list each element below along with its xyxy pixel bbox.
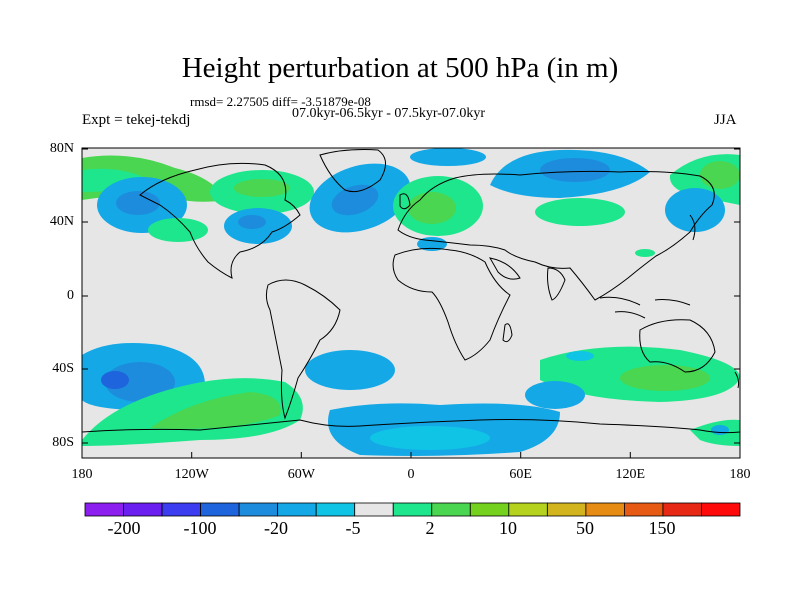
coast-antarctica xyxy=(82,419,740,434)
colorbar-swatch xyxy=(469,502,510,517)
colorbar-swatch xyxy=(354,502,394,517)
coast-japan xyxy=(689,214,696,241)
anomaly-region xyxy=(105,362,175,402)
anomaly-region xyxy=(410,148,486,166)
lon-label: 180 xyxy=(729,467,751,482)
map-panel xyxy=(82,148,740,458)
map-frame xyxy=(81,147,741,459)
lon-label: 60E xyxy=(509,467,532,482)
colorbar-swatch xyxy=(508,502,548,517)
colorbar-swatch xyxy=(585,502,625,517)
colorbar-swatch xyxy=(662,502,702,517)
colorbar-swatch xyxy=(431,502,471,517)
colorbar-swatch xyxy=(238,502,279,517)
anomaly-region xyxy=(620,365,710,391)
colorbar-swatch xyxy=(277,502,317,517)
lat-label: 0 xyxy=(67,288,74,303)
lat-label: 80N xyxy=(49,141,74,156)
anomaly-region xyxy=(408,192,456,224)
lon-label: 60W xyxy=(287,467,315,482)
coast-british-isles xyxy=(399,193,411,210)
anomaly-region xyxy=(635,249,655,257)
coast-indonesia xyxy=(599,296,691,319)
anomaly-region xyxy=(331,184,379,216)
tick-marks xyxy=(82,148,740,458)
colorbar-label: -5 xyxy=(345,518,361,538)
anomaly-region xyxy=(525,381,585,409)
coast-north-america xyxy=(139,162,301,279)
anomaly-region xyxy=(417,237,447,251)
lon-label: 120W xyxy=(174,467,209,482)
anomaly-region xyxy=(665,188,725,232)
anomaly-region xyxy=(148,218,208,242)
colorbar-swatch xyxy=(701,502,741,517)
colorbar-label: 10 xyxy=(499,518,517,538)
colorbar-label: -100 xyxy=(183,518,217,538)
coast-new-zealand xyxy=(734,371,740,389)
experiment-label: Expt = tekej-tekdj xyxy=(82,112,191,128)
colorbar-label: 150 xyxy=(648,518,676,538)
season-label: JJA xyxy=(714,112,737,128)
anomaly-region xyxy=(305,350,395,390)
colorbar-label: -20 xyxy=(264,518,288,538)
colorbar-swatch xyxy=(161,502,201,517)
coastlines xyxy=(82,149,740,434)
lat-label: 40S xyxy=(52,361,74,376)
colorbar-swatch xyxy=(546,502,587,517)
lon-label: 0 xyxy=(407,467,415,482)
lon-label: 180 xyxy=(71,467,93,482)
anomaly-region xyxy=(566,351,594,361)
coast-arabia xyxy=(489,257,521,280)
colorbar-swatch xyxy=(392,502,433,517)
colorbar xyxy=(84,502,741,517)
stats-line: rmsd= 2.27505 diff= -3.51879e-08 xyxy=(190,94,371,109)
lat-label: 40N xyxy=(49,214,74,229)
anomaly-fills xyxy=(82,148,740,456)
anomaly-region xyxy=(540,158,610,182)
colorbar-label: 2 xyxy=(425,518,435,538)
coast-eurasia xyxy=(397,170,715,301)
lat-label: 80S xyxy=(52,435,74,450)
anomaly-region xyxy=(700,161,740,189)
coast-south-america xyxy=(265,279,341,420)
anomaly-region xyxy=(234,179,290,197)
coast-africa xyxy=(392,247,511,361)
colorbar-label: -200 xyxy=(107,518,141,538)
coast-madagascar xyxy=(502,323,513,343)
coast-india xyxy=(547,267,566,301)
coast-greenland xyxy=(319,149,386,193)
colorbar-swatch xyxy=(84,502,124,517)
colorbar-swatch xyxy=(315,502,356,517)
anomaly-region xyxy=(150,392,281,429)
coast-australia xyxy=(639,319,716,373)
colorbar-swatch xyxy=(123,502,163,517)
colorbar-swatch xyxy=(624,502,664,517)
anomaly-region xyxy=(711,425,729,435)
lon-label: 120E xyxy=(615,467,646,482)
anomaly-region xyxy=(370,426,490,450)
period-line: 07.0kyr-06.5kyr - 07.5kyr-07.0kyr xyxy=(292,106,486,121)
colorbar-label: 50 xyxy=(576,518,594,538)
anomaly-region xyxy=(101,371,129,389)
anomaly-region xyxy=(238,215,266,229)
anomaly-region xyxy=(535,198,625,226)
map-title: Height perturbation at 500 hPa (in m) xyxy=(181,52,619,84)
anomaly-region xyxy=(116,191,160,215)
colorbar-swatch xyxy=(200,502,240,517)
